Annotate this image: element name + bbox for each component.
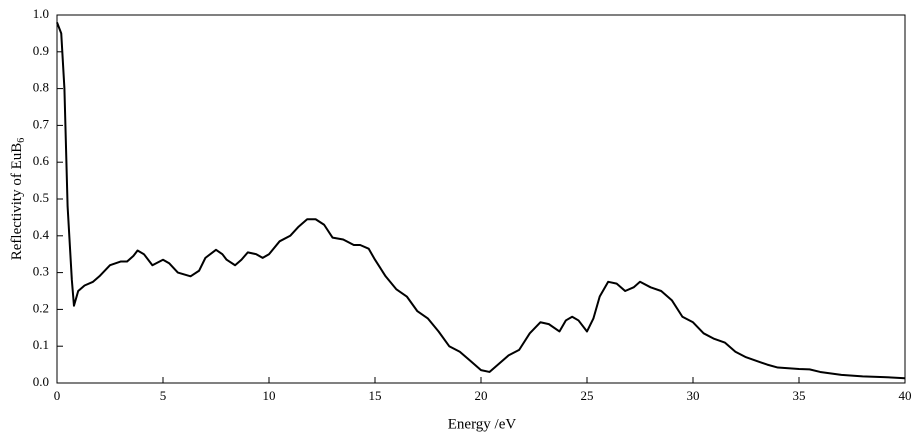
y-tick-label: 0.0 bbox=[33, 374, 49, 389]
y-tick-label: 0.7 bbox=[33, 116, 50, 131]
y-tick-label: 0.1 bbox=[33, 337, 49, 352]
y-axis-label: Reflectivity of EuB6 bbox=[9, 138, 27, 260]
y-tick-label: 0.9 bbox=[33, 43, 49, 58]
y-tick-label: 0.8 bbox=[33, 80, 49, 95]
x-tick-label: 5 bbox=[160, 388, 167, 403]
x-tick-label: 10 bbox=[263, 388, 276, 403]
x-tick-label: 40 bbox=[899, 388, 912, 403]
plot-frame bbox=[56, 14, 906, 384]
y-axis-label-subscript: 6 bbox=[16, 138, 27, 143]
y-tick-label: 1.0 bbox=[33, 6, 49, 21]
x-tick-label: 0 bbox=[54, 388, 61, 403]
x-tick-label: 25 bbox=[581, 388, 594, 403]
y-tick-label: 0.5 bbox=[33, 190, 49, 205]
y-tick-label: 0.2 bbox=[33, 300, 49, 315]
y-tick-label: 0.4 bbox=[33, 227, 50, 242]
x-axis-label: Energy /eV bbox=[448, 416, 517, 432]
x-tick-label: 35 bbox=[793, 388, 806, 403]
data-line bbox=[56, 22, 906, 380]
y-tick-label: 0.6 bbox=[33, 153, 50, 168]
y-axis-label-text: Reflectivity of EuB bbox=[9, 143, 25, 260]
x-tick-label: 15 bbox=[369, 388, 382, 403]
y-tick-label: 0.3 bbox=[33, 264, 49, 279]
x-tick-label: 30 bbox=[687, 388, 700, 403]
x-tick-label: 20 bbox=[475, 388, 488, 403]
